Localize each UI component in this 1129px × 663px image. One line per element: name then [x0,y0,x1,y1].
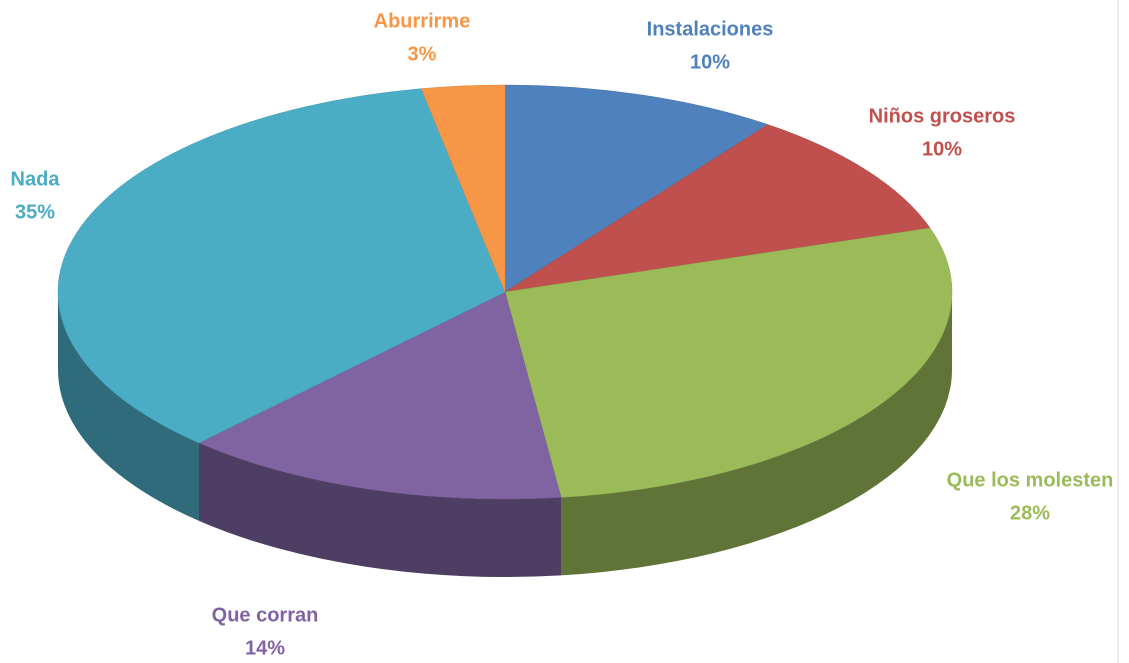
slice-side [199,442,562,577]
pie-tops [57,84,953,500]
category-label: Que corran [212,604,319,626]
slice-side [561,292,952,576]
labels: Instalaciones 10% Niños groseros 10% Que los… [11,10,1114,659]
pie-sides [58,292,952,577]
slice [57,88,506,444]
category-label: Aburrirme [374,10,471,32]
value-label: 28% [1010,502,1050,524]
value-label: 10% [690,51,730,73]
category-label: Que los molesten [947,469,1114,491]
slice [504,84,769,293]
value-label: 35% [15,201,55,223]
value-label: 10% [922,138,962,160]
slice [420,84,506,293]
slice [198,291,562,500]
slice [504,227,953,498]
category-label: Instalaciones [647,18,774,40]
value-label: 3% [408,43,437,65]
value-label: 14% [245,637,285,659]
category-label: Niños groseros [869,105,1016,127]
slice-side [58,292,200,521]
category-label: Nada [11,168,61,190]
slice [504,124,931,293]
